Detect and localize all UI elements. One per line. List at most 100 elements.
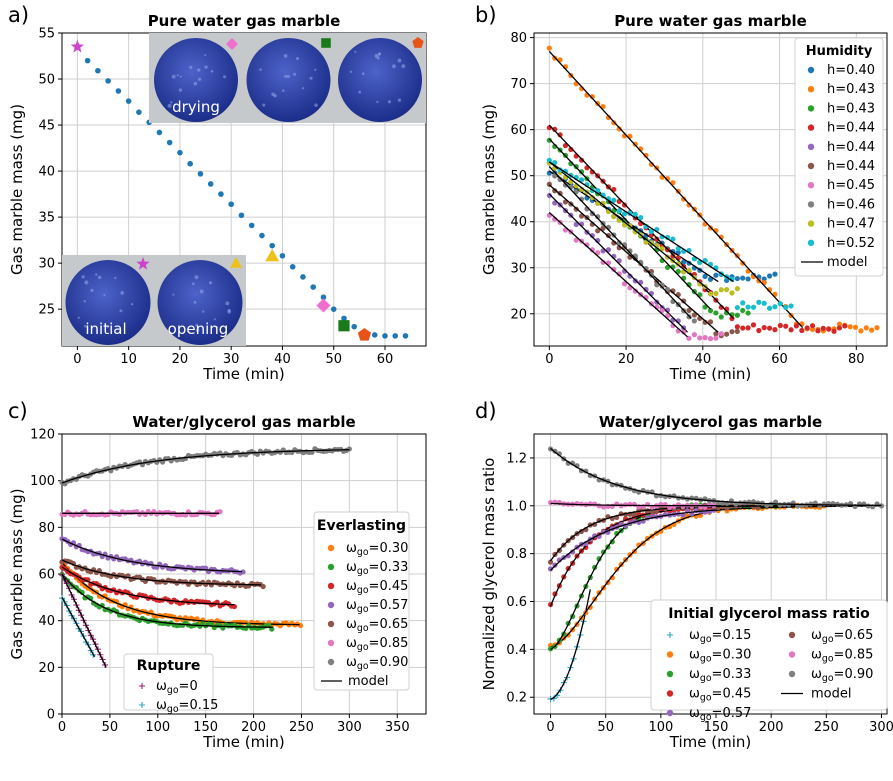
photo-drying-1 (149, 33, 243, 123)
data-point (670, 236, 676, 242)
marble-speckle (293, 72, 297, 76)
highlight-triangle (265, 248, 280, 262)
data-point (552, 188, 558, 194)
data-point (574, 500, 580, 507)
marble-speckle (361, 72, 365, 76)
photo-label-opening: opening (168, 320, 229, 338)
marble-speckle (401, 64, 406, 69)
data-point (702, 319, 708, 325)
data-point (289, 264, 296, 270)
marble-speckle (358, 90, 362, 94)
marble-speckle (213, 318, 216, 321)
model-line (61, 561, 300, 626)
data-point (218, 191, 224, 197)
data-point (207, 181, 214, 187)
data-point (648, 228, 655, 235)
data-point (638, 215, 644, 221)
model-line (548, 161, 734, 283)
marble-speckle (216, 326, 219, 329)
marble-speckle (273, 93, 277, 98)
data-point (766, 305, 773, 311)
highlight-star (70, 39, 84, 53)
data-point (547, 566, 554, 572)
y-tick-label: 20 (38, 661, 55, 676)
data-point (707, 319, 714, 325)
y-tick-label: 45 (38, 119, 55, 134)
data-point (697, 504, 704, 510)
data-point (595, 228, 601, 234)
x-axis-label: Time (min) (202, 733, 284, 751)
data-point (702, 273, 708, 280)
legend-label: ωgo=0 (156, 679, 198, 696)
data-point (707, 307, 714, 314)
legend-label: h=0.52 (827, 236, 875, 251)
y-tick-label: 0.4 (506, 643, 527, 658)
data-point (600, 225, 606, 231)
data-point (745, 310, 751, 316)
x-tick-label: 300 (869, 720, 893, 735)
data-point (686, 335, 692, 341)
data-point (799, 502, 805, 508)
data-point (327, 601, 335, 609)
y-tick-label: 1.2 (506, 451, 527, 466)
legend-label: ωgo=0.33 (689, 667, 751, 684)
data-point (788, 651, 796, 658)
data-point (713, 290, 719, 297)
data-point (740, 300, 746, 306)
panel-0: 0 10 20 30 40 50 60 25 30 35 40 45 50 55 Pure water ga… (8, 3, 427, 383)
data-point (573, 237, 579, 243)
panel-label: c) (8, 399, 28, 423)
data-point (724, 310, 730, 316)
data-point (815, 328, 821, 334)
marble-speckle (119, 309, 123, 313)
data-point (662, 502, 668, 508)
data-point (852, 324, 859, 330)
data-point (589, 247, 595, 253)
data-point (681, 298, 687, 304)
marble-photo (338, 38, 422, 122)
data-point (750, 322, 757, 328)
x-tick-label: 100 (145, 720, 170, 735)
data-point (724, 287, 730, 293)
data-point (546, 45, 552, 51)
panel-label: d) (475, 399, 497, 423)
y-tick-label: 20 (510, 307, 527, 322)
data-point (772, 271, 778, 277)
data-point (675, 502, 682, 508)
marble-speckle (284, 74, 288, 78)
data-point (691, 312, 697, 318)
marble-speckle (301, 87, 305, 90)
data-point (260, 583, 266, 590)
data-point (614, 530, 620, 537)
data-point (664, 176, 671, 182)
data-point (187, 160, 193, 167)
marble-speckle (192, 282, 195, 286)
legend-label: model (827, 255, 867, 270)
data-point (807, 182, 815, 189)
legend-label: ωgo=0.65 (346, 617, 408, 634)
x-tick-label: 100 (648, 720, 673, 735)
panel-label: a) (8, 3, 29, 27)
data-point (740, 275, 746, 281)
x-tick-label: 30 (223, 352, 240, 367)
data-point (259, 232, 265, 239)
data-point (156, 129, 163, 136)
legend-label: ωgo=0.30 (346, 541, 408, 558)
x-tick-label: 0 (73, 352, 81, 367)
data-point (240, 569, 246, 575)
data-point (666, 651, 674, 658)
highlight-star (136, 257, 150, 270)
data-point (382, 333, 388, 339)
data-point (724, 277, 730, 284)
data-point (772, 327, 778, 333)
x-tick-label: 150 (704, 720, 729, 735)
data-point (621, 281, 628, 287)
marble-speckle (194, 275, 199, 280)
data-point (745, 304, 751, 310)
data-point (605, 114, 612, 121)
marble-speckle (223, 75, 227, 79)
marble-speckle (314, 68, 317, 71)
marble-speckle (84, 280, 89, 285)
data-point (707, 291, 714, 297)
data-point (659, 246, 665, 252)
